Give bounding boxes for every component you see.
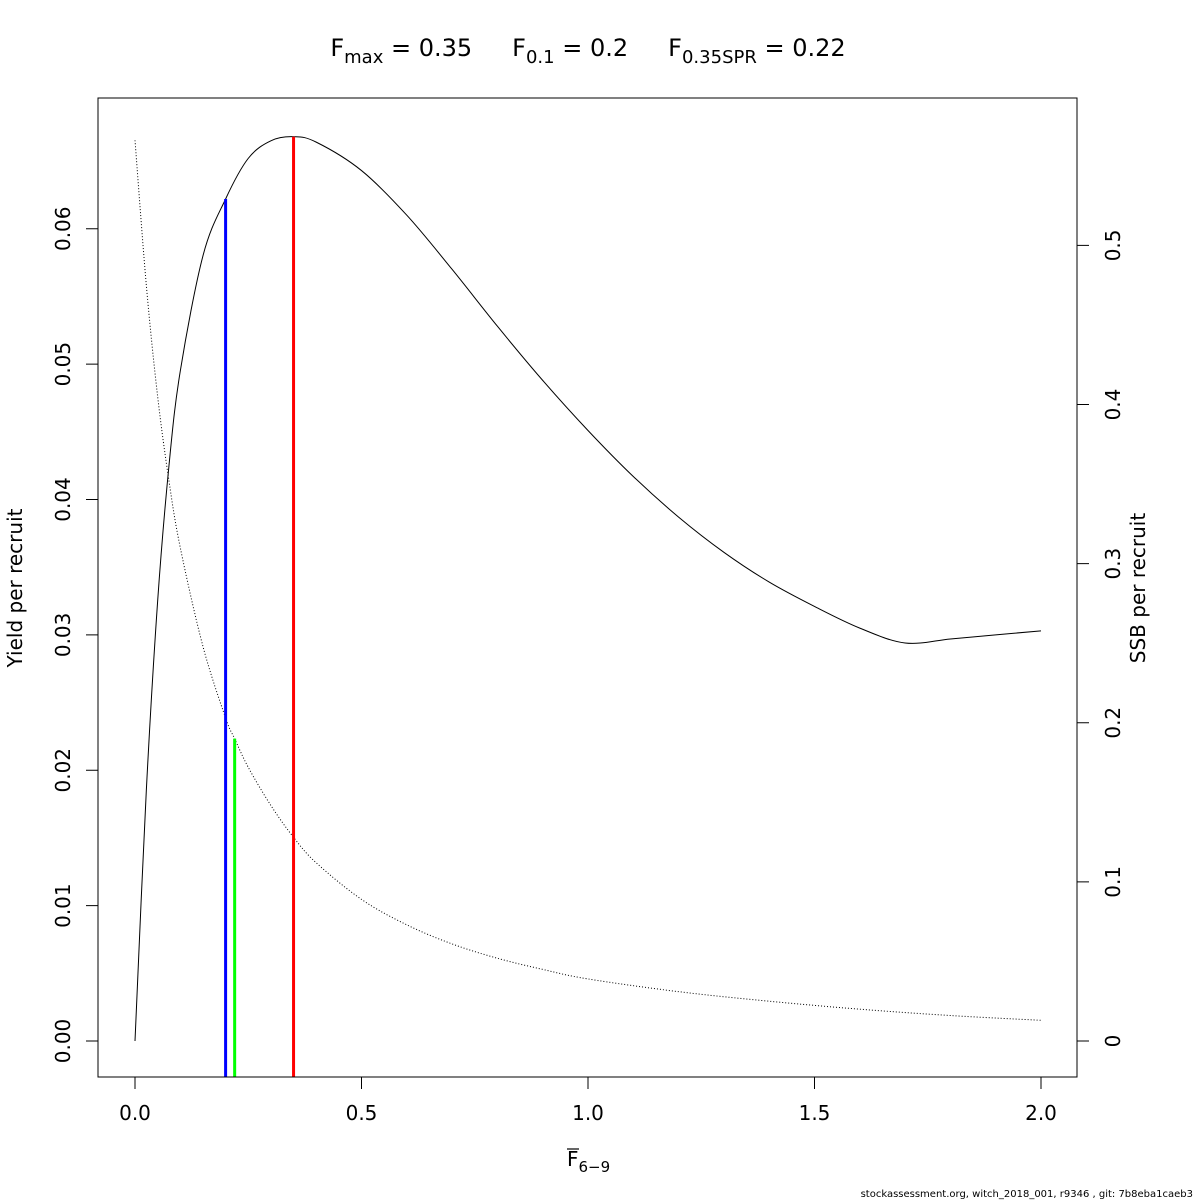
y-axis-right: 0 0.1 0.2 0.3 0.4 0.5 [1076, 229, 1125, 1048]
title-part-sub: 0.35SPR [682, 47, 757, 68]
title-part-value: = 0.2 [555, 34, 629, 62]
title-part-base: F [668, 34, 682, 62]
y-axis-left-label: Yield per recruit [3, 508, 27, 668]
title-part-sub: max [344, 47, 384, 68]
title-part-sub: 0.1 [526, 47, 555, 68]
y-left-tick-label: 0.01 [51, 883, 75, 928]
footer-text: stockassessment.org, witch_2018_001, r93… [861, 1189, 1193, 1200]
x-tick-label: 2.0 [1025, 1101, 1057, 1125]
curves-layer [134, 136, 1042, 1042]
x-tick-label: 1.5 [799, 1101, 831, 1125]
x-axis-label-text: F6−9 [567, 1147, 610, 1176]
chart-title-text: Fmax = 0.35 F0.1 = 0.2 F0.35SPR = 0.22 [330, 34, 845, 68]
y-right-tick-label: 0 [1101, 1035, 1125, 1048]
y-left-tick-label: 0.04 [51, 477, 75, 522]
x-label-base: F [567, 1147, 579, 1171]
y-left-tick-label: 0.06 [51, 206, 75, 251]
title-part-value: = 0.22 [757, 34, 846, 62]
y-right-tick-label: 0.4 [1101, 389, 1125, 421]
chart-title: Fmax = 0.35 F0.1 = 0.2 F0.35SPR = 0.22 [330, 34, 845, 68]
yield-per-recruit-line [134, 136, 1042, 1042]
x-tick-label: 0.0 [119, 1101, 151, 1125]
x-tick-label: 0.5 [346, 1101, 378, 1125]
y-right-tick-label: 0.3 [1101, 548, 1125, 580]
y-right-tick-label: 0.2 [1101, 707, 1125, 739]
y-left-tick-label: 0.00 [51, 1019, 75, 1064]
title-part-base: F [512, 34, 526, 62]
y-left-tick-label: 0.05 [51, 342, 75, 387]
title-part-value: = 0.35 [383, 34, 472, 62]
y-right-tick-label: 0.5 [1101, 229, 1125, 261]
y-right-tick-label: 0.1 [1101, 866, 1125, 898]
x-label-sub: 6−9 [579, 1158, 611, 1176]
reference-lines [224, 136, 296, 1077]
x-axis: 0.0 0.5 1.0 1.5 2.0 [119, 1076, 1057, 1125]
y-axis-left: 0.00 0.01 0.02 0.03 0.04 0.05 0.06 [51, 206, 99, 1064]
y-axis-right-label: SSB per recruit [1126, 513, 1150, 664]
title-part-base: F [330, 34, 344, 62]
x-axis-label: F6−9 [567, 1147, 610, 1176]
ssb-per-recruit-line [134, 140, 1042, 1021]
y-left-tick-label: 0.02 [51, 748, 75, 793]
x-tick-label: 1.0 [572, 1101, 604, 1125]
plot-frame [97, 97, 1078, 1078]
y-left-tick-label: 0.03 [51, 613, 75, 658]
